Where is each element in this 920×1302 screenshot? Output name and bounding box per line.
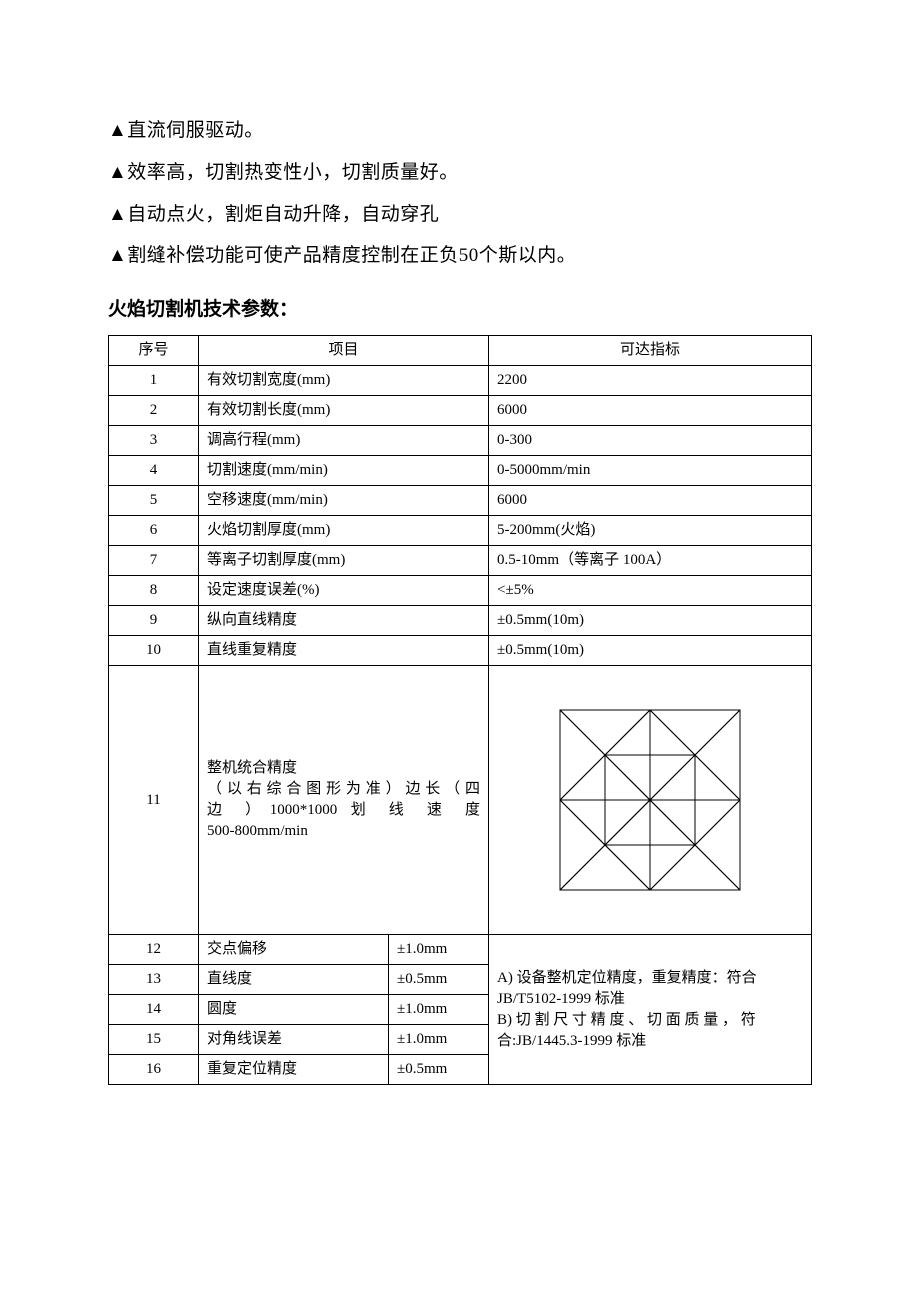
- cell-val: ±0.5mm: [389, 965, 489, 995]
- cell-item: 对角线误差: [199, 1025, 389, 1055]
- page: ▲直流伺服驱动。 ▲效率高，切割热变性小，切割质量好。 ▲自动点火，割炬自动升降…: [0, 0, 920, 1125]
- cell-idx: 5: [109, 486, 199, 516]
- cell-idx: 9: [109, 606, 199, 636]
- cell-note: A) 设备整机定位精度，重复精度：符合 JB/T5102-1999 标准 B) …: [489, 935, 812, 1085]
- cell-val: ±1.0mm: [389, 995, 489, 1025]
- cell-idx: 11: [109, 666, 199, 935]
- cell-item: 等离子切割厚度(mm): [199, 546, 489, 576]
- cell-spec: 0.5-10mm（等离子 100A）: [489, 546, 812, 576]
- bullet-list: ▲直流伺服驱动。 ▲效率高，切割热变性小，切割质量好。 ▲自动点火，割炬自动升降…: [108, 110, 812, 277]
- cell-item: 重复定位精度: [199, 1055, 389, 1085]
- row11-line: 边 ）1000*1000 划 线 速 度: [207, 800, 480, 821]
- bullet-item: ▲割缝补偿功能可使产品精度控制在正负50个斯以内。: [108, 235, 812, 277]
- cell-spec: 0-5000mm/min: [489, 456, 812, 486]
- cell-item: 纵向直线精度: [199, 606, 489, 636]
- bullet-item: ▲效率高，切割热变性小，切割质量好。: [108, 152, 812, 194]
- cell-diagram: [489, 666, 812, 935]
- row11-line: （以右综合图形为准）边长（四: [207, 779, 480, 800]
- cell-val: ±0.5mm: [389, 1055, 489, 1085]
- table-row: 2 有效切割长度(mm) 6000: [109, 396, 812, 426]
- bullet-item: ▲自动点火，割炬自动升降，自动穿孔: [108, 194, 812, 236]
- cell-item: 切割速度(mm/min): [199, 456, 489, 486]
- cell-idx: 6: [109, 516, 199, 546]
- cell-spec: ±0.5mm(10m): [489, 606, 812, 636]
- header-spec: 可达指标: [489, 336, 812, 366]
- row11-line: 500-800mm/min: [207, 821, 480, 842]
- cell-spec: 5-200mm(火焰): [489, 516, 812, 546]
- cell-idx: 7: [109, 546, 199, 576]
- cell-item: 直线度: [199, 965, 389, 995]
- cell-item: 火焰切割厚度(mm): [199, 516, 489, 546]
- cell-idx: 8: [109, 576, 199, 606]
- section-title: 火焰切割机技术参数：: [108, 291, 812, 329]
- cell-idx: 10: [109, 636, 199, 666]
- table-header-row: 序号 项目 可达指标: [109, 336, 812, 366]
- cell-idx: 16: [109, 1055, 199, 1085]
- table-row: 12 交点偏移 ±1.0mm A) 设备整机定位精度，重复精度：符合 JB/T5…: [109, 935, 812, 965]
- cell-item: 有效切割长度(mm): [199, 396, 489, 426]
- header-idx: 序号: [109, 336, 199, 366]
- cell-val: ±1.0mm: [389, 935, 489, 965]
- cell-item: 设定速度误差(%): [199, 576, 489, 606]
- header-item: 项目: [199, 336, 489, 366]
- cell-idx: 2: [109, 396, 199, 426]
- cell-spec: 6000: [489, 396, 812, 426]
- cell-idx: 15: [109, 1025, 199, 1055]
- table-row: 6 火焰切割厚度(mm) 5-200mm(火焰): [109, 516, 812, 546]
- cell-idx: 12: [109, 935, 199, 965]
- cell-idx: 1: [109, 366, 199, 396]
- cell-item: 圆度: [199, 995, 389, 1025]
- cell-item-11: 整机统合精度 （以右综合图形为准）边长（四 边 ）1000*1000 划 线 速…: [199, 666, 489, 935]
- precision-diagram-icon: [550, 700, 750, 900]
- table-row: 7 等离子切割厚度(mm) 0.5-10mm（等离子 100A）: [109, 546, 812, 576]
- cell-spec: 2200: [489, 366, 812, 396]
- cell-idx: 4: [109, 456, 199, 486]
- table-row: 1 有效切割宽度(mm) 2200: [109, 366, 812, 396]
- cell-spec: <±5%: [489, 576, 812, 606]
- table-row: 10 直线重复精度 ±0.5mm(10m): [109, 636, 812, 666]
- table-row: 9 纵向直线精度 ±0.5mm(10m): [109, 606, 812, 636]
- table-row: 5 空移速度(mm/min) 6000: [109, 486, 812, 516]
- spec-table: 序号 项目 可达指标 1 有效切割宽度(mm) 2200 2 有效切割长度(mm…: [108, 335, 812, 1085]
- table-row: 3 调高行程(mm) 0-300: [109, 426, 812, 456]
- note-line: 合:JB/1445.3-1999 标准: [497, 1031, 803, 1052]
- bullet-item: ▲直流伺服驱动。: [108, 110, 812, 152]
- cell-item: 有效切割宽度(mm): [199, 366, 489, 396]
- note-line: JB/T5102-1999 标准: [497, 989, 803, 1010]
- cell-spec: 0-300: [489, 426, 812, 456]
- note-line: B) 切 割 尺 寸 精 度 、 切 面 质 量 ， 符: [497, 1010, 803, 1031]
- note-line: A) 设备整机定位精度，重复精度：符合: [497, 968, 803, 989]
- cell-item: 直线重复精度: [199, 636, 489, 666]
- cell-idx: 3: [109, 426, 199, 456]
- cell-spec: 6000: [489, 486, 812, 516]
- table-row: 8 设定速度误差(%) <±5%: [109, 576, 812, 606]
- cell-spec: ±0.5mm(10m): [489, 636, 812, 666]
- cell-item: 交点偏移: [199, 935, 389, 965]
- row11-line: 整机统合精度: [207, 758, 480, 779]
- table-row-11: 11 整机统合精度 （以右综合图形为准）边长（四 边 ）1000*1000 划 …: [109, 666, 812, 935]
- cell-idx: 13: [109, 965, 199, 995]
- cell-item: 空移速度(mm/min): [199, 486, 489, 516]
- cell-val: ±1.0mm: [389, 1025, 489, 1055]
- cell-item: 调高行程(mm): [199, 426, 489, 456]
- cell-idx: 14: [109, 995, 199, 1025]
- table-row: 4 切割速度(mm/min) 0-5000mm/min: [109, 456, 812, 486]
